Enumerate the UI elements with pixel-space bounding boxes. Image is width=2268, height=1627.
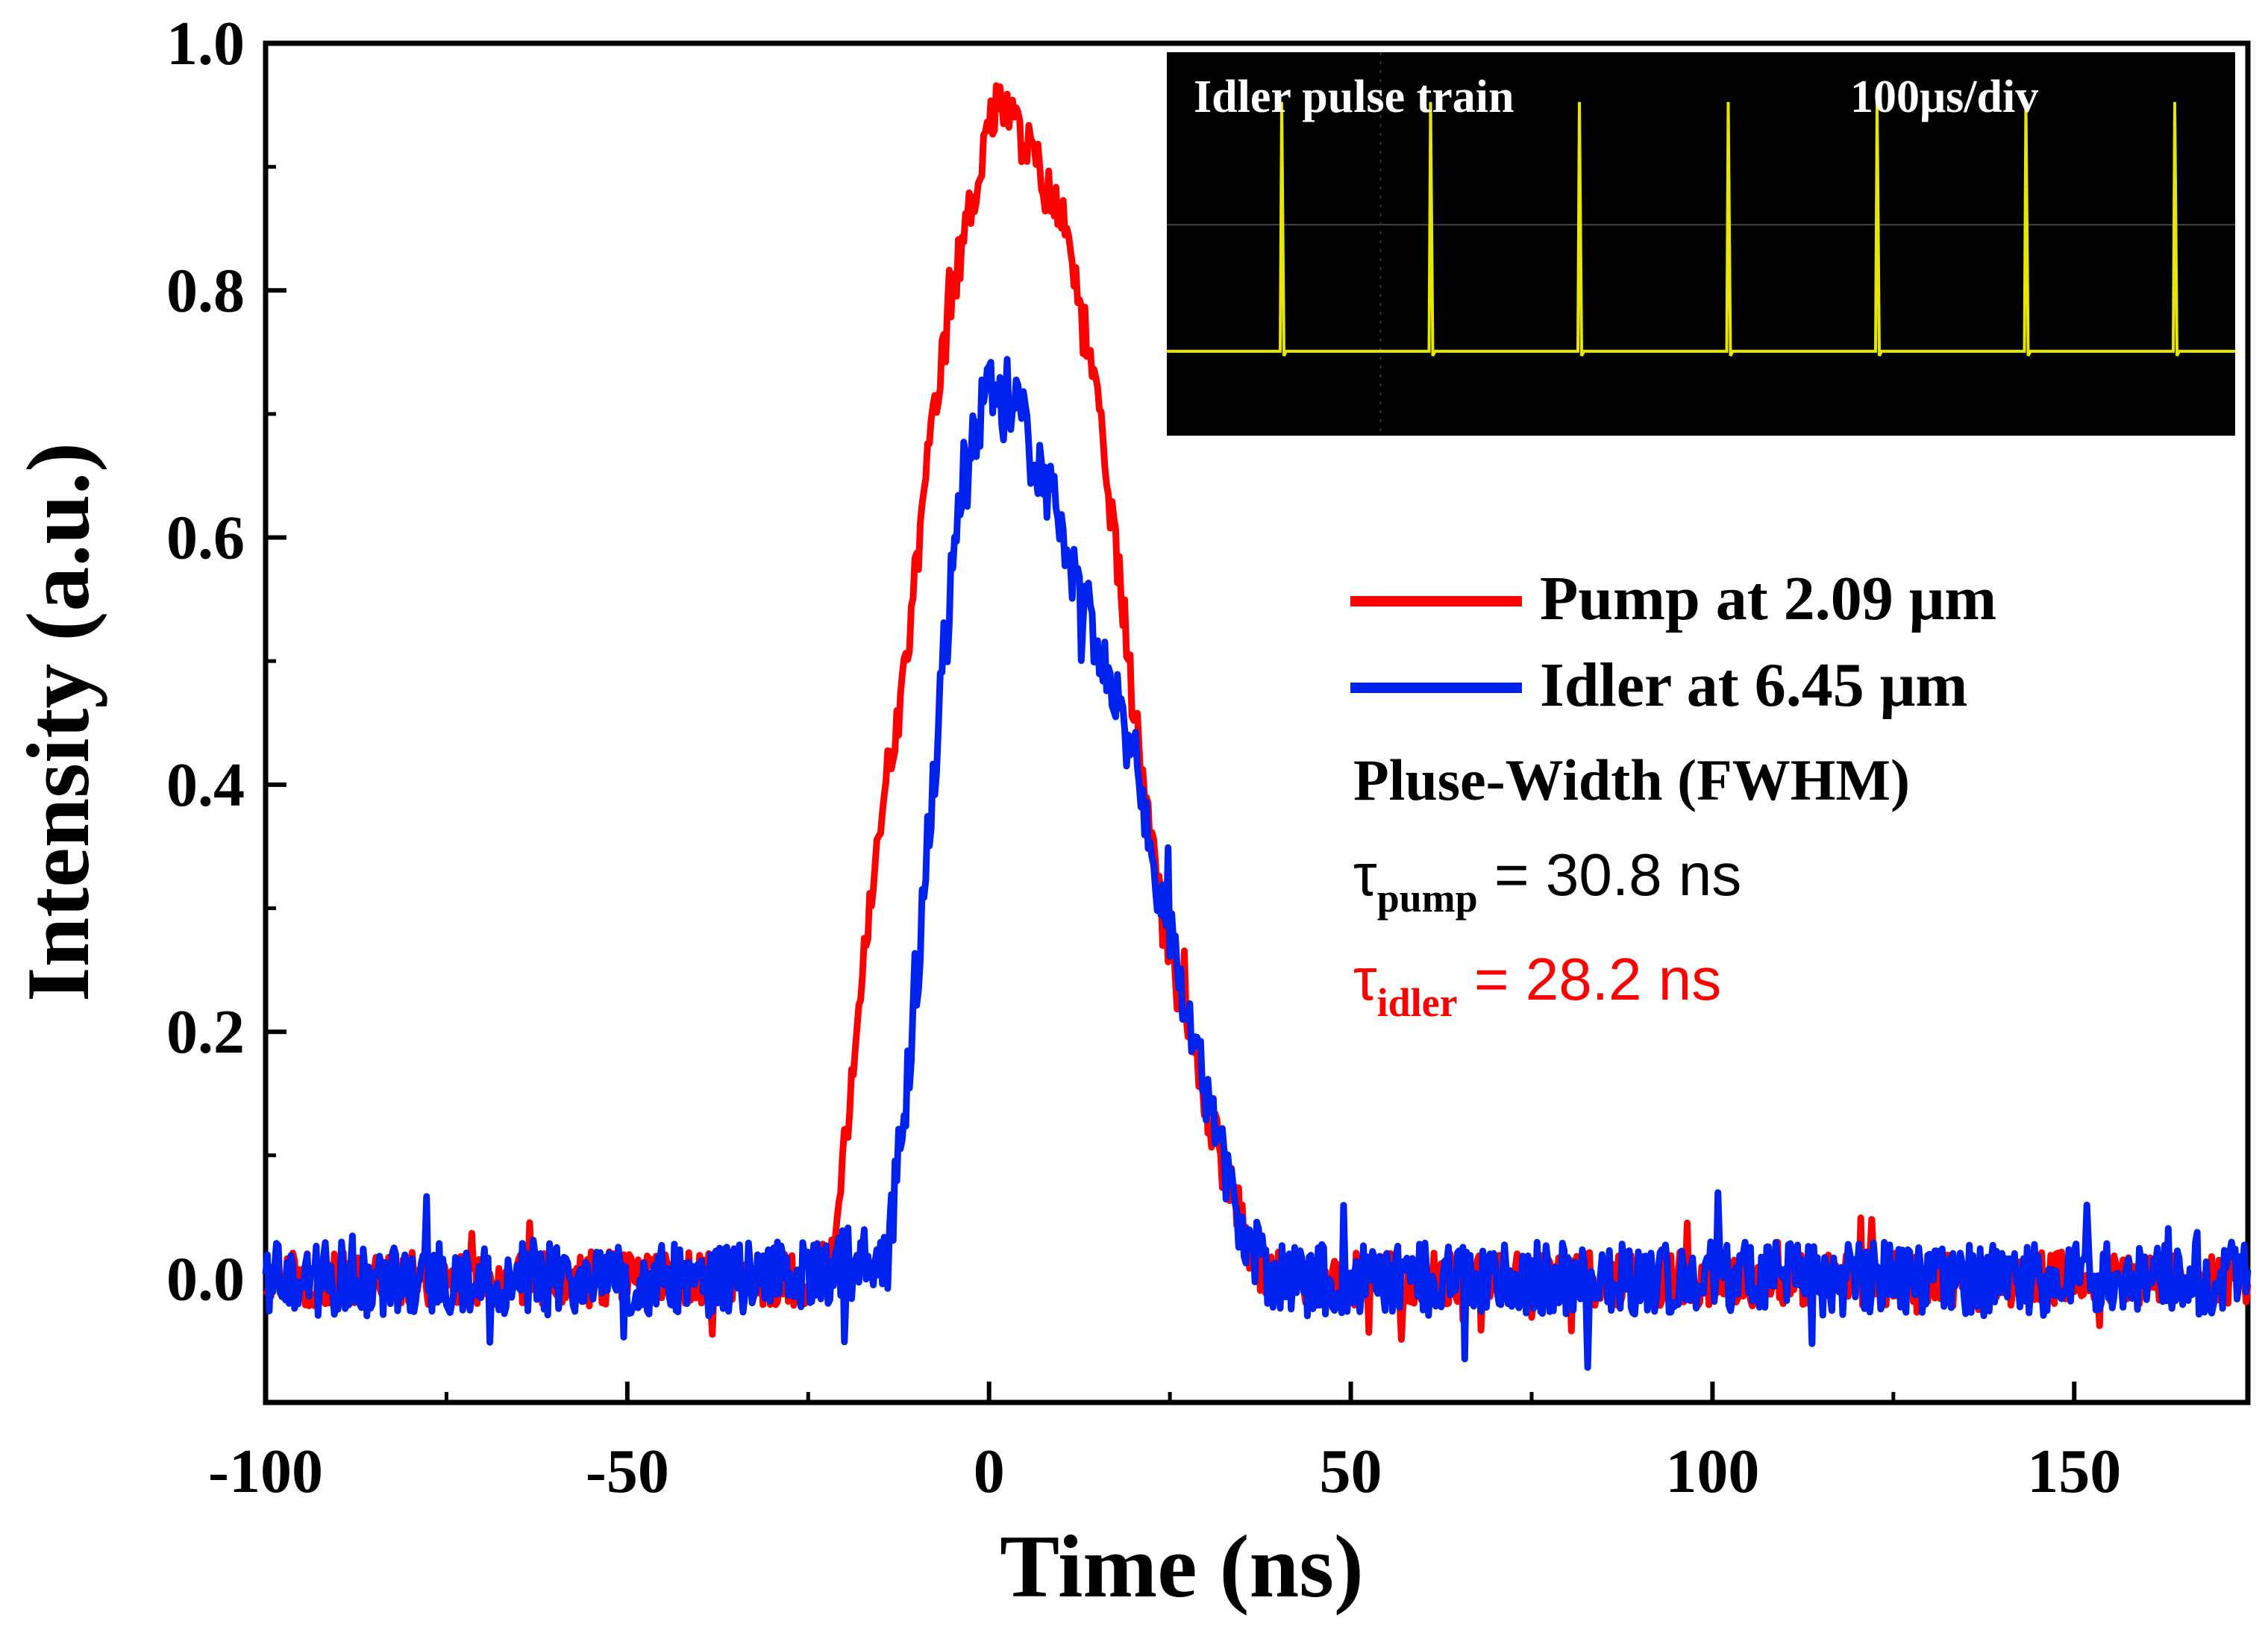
tau-pump-symbol: τ (1353, 841, 1377, 908)
tau-idler-value: = 28.2 ns (1458, 946, 1722, 1012)
inset: Idler pulse train 100μs/div (1167, 52, 2235, 436)
x-tick-label: 50 (1320, 1437, 1382, 1506)
plot-frame (263, 40, 2251, 1405)
x-tick-label: 100 (1665, 1437, 1759, 1506)
tau-idler-subscript: idler (1377, 980, 1458, 1025)
y-tick-label: 0.8 (166, 256, 245, 325)
x-tick-label: -100 (208, 1437, 323, 1506)
inset-trace (1167, 101, 2235, 357)
tau-pump-annotation: τpump = 30.8 ns (1353, 841, 1741, 921)
y-tick-label: 0.0 (166, 1244, 245, 1314)
y-tick-label: 1.0 (166, 9, 245, 78)
inset-background (1167, 52, 2235, 436)
tau-pump-subscript: pump (1377, 876, 1478, 921)
x-tick-label: 150 (2027, 1437, 2121, 1506)
inset-grid (1167, 52, 2235, 436)
y-axis-title: Intensity (a.u.) (8, 442, 107, 1002)
tau-idler-annotation: τidler = 28.2 ns (1353, 946, 1721, 1025)
x-tick-label: 0 (974, 1437, 1005, 1506)
ticks-layer: -100 -50 0 50 100 150 0.0 0.2 0.4 0.6 0.8 1.0 (166, 9, 2121, 1506)
inset-timescale: 100μs/div (1850, 72, 2038, 122)
legend: Pump at 2.09 μm Idler at 6.45 μm (1350, 564, 1996, 720)
tau-pump-value: = 30.8 ns (1478, 841, 1742, 908)
y-tick-label: 0.2 (166, 997, 245, 1067)
series-line-idler (262, 356, 2252, 1371)
series-layer (262, 82, 2252, 1371)
y-tick-label: 0.4 (166, 750, 245, 820)
legend-label-pump: Pump at 2.09 μm (1540, 564, 1996, 633)
tau-idler-symbol: τ (1353, 946, 1377, 1012)
legend-label-idler: Idler at 6.45 μm (1540, 651, 1967, 720)
fwhm-annotations: Pluse-Width (FWHM) τpump = 30.8 ns τidle… (1353, 747, 1910, 1025)
inset-title: Idler pulse train (1194, 72, 1514, 122)
x-axis-title: Time (ns) (1000, 1517, 1364, 1616)
y-tick-label: 0.6 (166, 504, 245, 573)
fwhm-heading: Pluse-Width (FWHM) (1353, 747, 1910, 812)
x-tick-label: -50 (586, 1437, 669, 1506)
